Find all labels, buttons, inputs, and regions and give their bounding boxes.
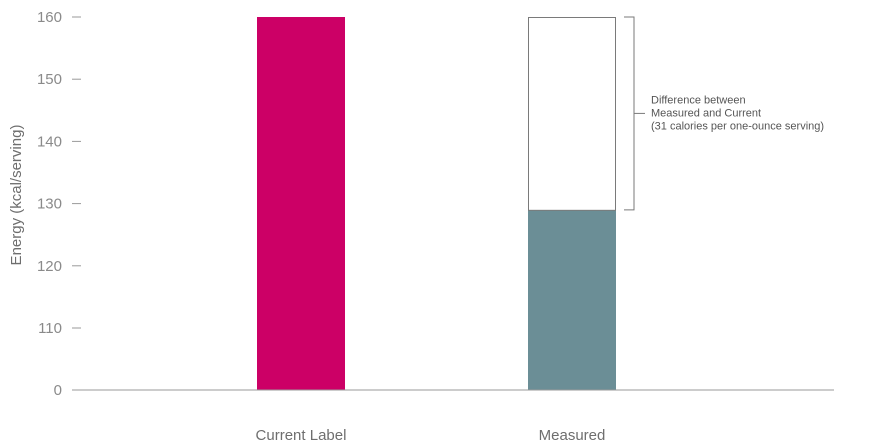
x-category-label: Current Label [256,427,347,444]
y-tick-label: 150 [37,71,62,88]
y-tick-label: 160 [37,9,62,26]
annotation-text-line: Difference between [651,94,746,106]
y-axis-title: Energy (kcal/serving) [8,125,25,266]
y-tick-label: 140 [37,133,62,150]
bars [257,17,616,390]
y-axis: 160 150 140 130 120 110 0 [37,9,81,399]
x-axis-labels: Current Label Measured [256,427,606,444]
x-category-label: Measured [539,427,606,444]
annotation-text-line: (31 calories per one-ounce serving) [651,120,824,132]
y-tick-label: 130 [37,196,62,213]
difference-box [528,17,616,211]
bar-measured [528,209,616,390]
y-tick-label: 0 [54,382,62,399]
annotation-text-line: Measured and Current [651,107,761,119]
y-tick-label: 110 [38,320,62,337]
difference-bracket [624,16,635,211]
y-tick-label: 120 [37,258,62,275]
bar-current-label [257,17,345,390]
